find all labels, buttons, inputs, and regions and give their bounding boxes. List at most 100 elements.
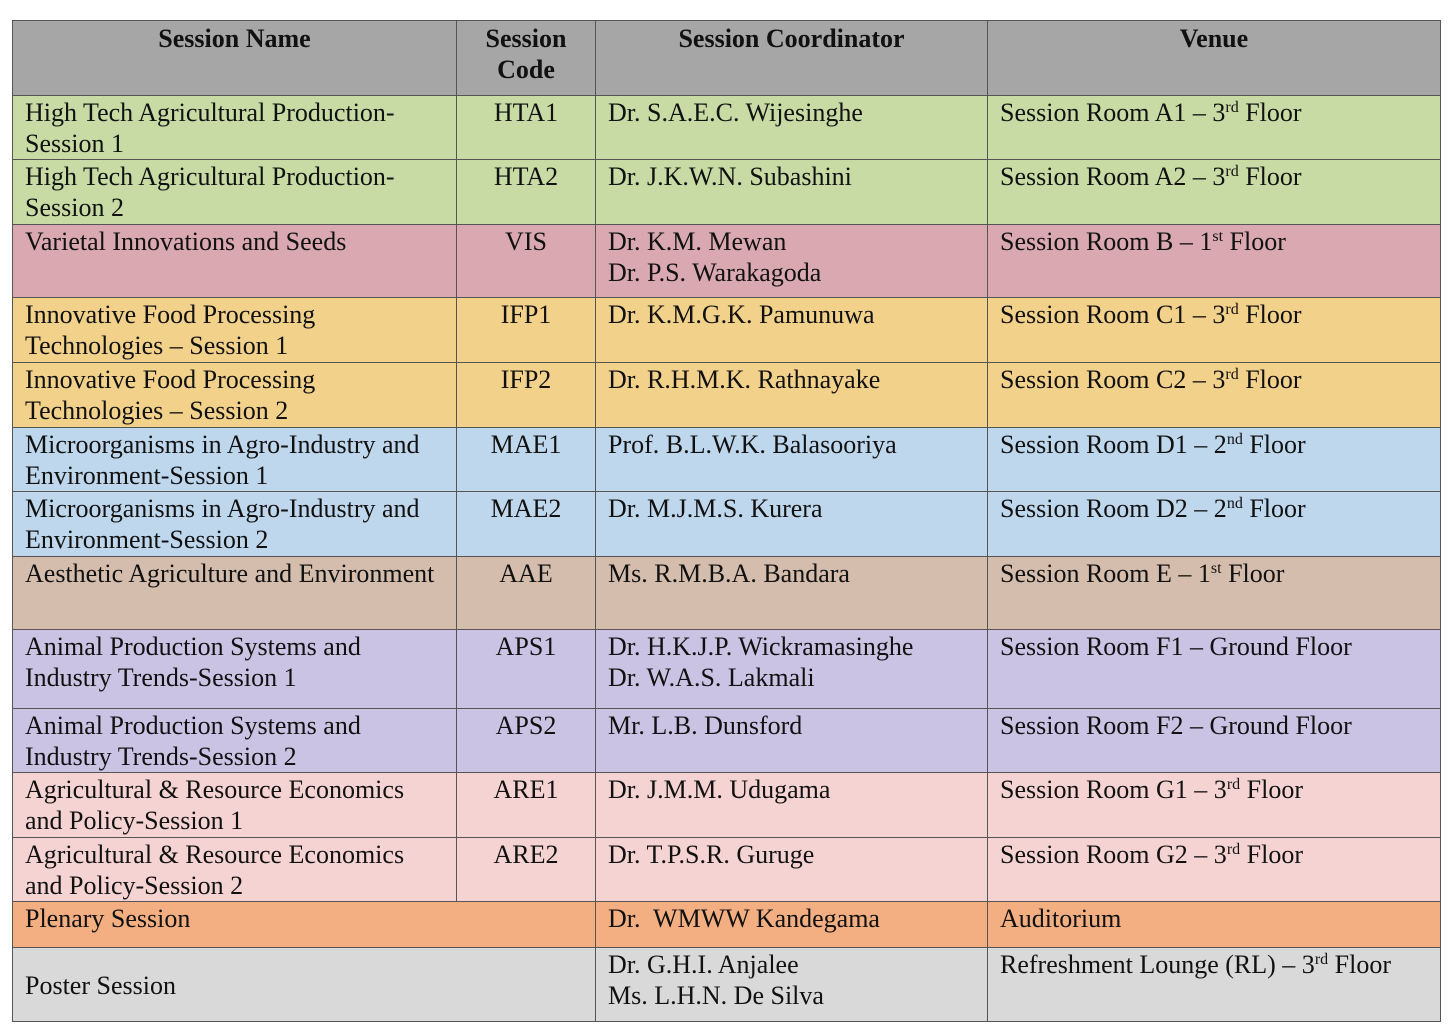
session-code: IFP2 (456, 362, 596, 428)
session-name: Agricultural & Resource Economics and Po… (12, 837, 457, 902)
column-header: Venue (987, 20, 1441, 96)
session-name: Agricultural & Resource Economics and Po… (12, 772, 457, 838)
coordinators: Dr. M.J.M.S. Kurera (595, 491, 988, 557)
coordinator: Ms. R.M.B.A. Bandara (608, 559, 850, 588)
venue: Session Room C2 – 3rd Floor (987, 362, 1441, 428)
session-name: High Tech Agricultural Production-Sessio… (12, 95, 457, 160)
venue: Session Room B – 1st Floor (987, 224, 1441, 298)
venue-text: Session Room B – 1 (1000, 227, 1213, 256)
venue-text: Session Room E – 1 (1000, 559, 1211, 588)
venue: Refreshment Lounge (RL) – 3rd Floor (987, 947, 1441, 1022)
session-code: APS1 (456, 629, 596, 709)
venue-text: Floor (1328, 950, 1391, 979)
venue-text: Floor (1223, 227, 1286, 256)
coordinator: Dr. P.S. Warakagoda (608, 258, 822, 287)
coordinator: Mr. L.B. Dunsford (608, 711, 803, 740)
table-row: High Tech Agricultural Production-Sessio… (12, 159, 1441, 225)
session-code: ARE1 (456, 772, 596, 838)
venue-ordinal: rd (1225, 366, 1239, 383)
coordinator: Dr. S.A.E.C. Wijesinghe (608, 98, 863, 127)
coordinator: Dr. J.K.W.N. Subashini (608, 162, 852, 191)
venue-ordinal: st (1210, 560, 1222, 577)
session-code: VIS (456, 224, 596, 298)
coordinators: Dr. H.K.J.P. Wickramasinghe Dr. W.A.S. La… (595, 629, 988, 709)
venue-ordinal: rd (1226, 841, 1241, 858)
coordinators: Dr. G.H.I. Anjalee Ms. L.H.N. De Silva (595, 947, 988, 1022)
session-code: APS2 (456, 708, 596, 773)
venue-text: Floor (1238, 365, 1302, 394)
coordinator: Dr. WMWW Kandegama (608, 904, 880, 933)
coordinator: Prof. B.L.W.K. Balasooriya (608, 430, 897, 459)
table-row: Agricultural & Resource Economics and Po… (12, 837, 1441, 902)
venue: Session Room F1 – Ground Floor (987, 629, 1441, 709)
venue-text: Refreshment Lounge (RL) – 3 (1000, 950, 1315, 979)
venue-text: Floor (1240, 840, 1303, 869)
coordinator: Dr. K.M. Mewan (608, 227, 787, 256)
venue-text: Floor (1238, 98, 1302, 127)
coordinator: Dr. M.J.M.S. Kurera (608, 494, 823, 523)
session-name: High Tech Agricultural Production-Sessio… (12, 159, 457, 225)
coordinator: Dr. T.P.S.R. Guruge (608, 840, 815, 869)
coordinators: Mr. L.B. Dunsford (595, 708, 988, 773)
coordinators: Dr. K.M.G.K. Pamunuwa (595, 297, 988, 363)
coordinator: Ms. L.H.N. De Silva (608, 981, 824, 1010)
coordinators: Dr. R.H.M.K. Rathnayake (595, 362, 988, 428)
venue: Session Room F2 – Ground Floor (987, 708, 1441, 773)
table-row: Innovative Food Processing Technologies … (12, 362, 1441, 428)
venue-text: Session Room D2 – 2 (1000, 494, 1227, 523)
venue-ordinal: nd (1226, 495, 1243, 512)
coordinators: Dr. J.K.W.N. Subashini (595, 159, 988, 225)
venue-text: Floor (1242, 430, 1306, 459)
session-code: IFP1 (456, 297, 596, 363)
table-row: Varietal Innovations and Seeds VIS Dr. K.M… (12, 224, 1441, 298)
venue: Session Room G1 – 3rd Floor (987, 772, 1441, 838)
venue-ordinal: rd (1226, 776, 1241, 793)
venue-ordinal: rd (1225, 301, 1239, 318)
venue-text: Session Room C2 – 3 (1000, 365, 1226, 394)
venue-text: Session Room G2 – 3 (1000, 840, 1227, 869)
venue-text: Floor (1242, 494, 1306, 523)
venue-text: Session Room A2 – 3 (1000, 162, 1226, 191)
venue: Session Room G2 – 3rd Floor (987, 837, 1441, 902)
column-header: Session Coordinator (595, 20, 988, 96)
table-row: High Tech Agricultural Production-Sessio… (12, 95, 1441, 160)
venue-ordinal: rd (1225, 163, 1239, 180)
coordinators: Ms. R.M.B.A. Bandara (595, 556, 988, 630)
table-row: Animal Production Systems and Industry T… (12, 629, 1441, 709)
venue-text: Floor (1238, 162, 1302, 191)
venue: Session Room A2 – 3rd Floor (987, 159, 1441, 225)
table-row: Agricultural & Resource Economics and Po… (12, 772, 1441, 838)
session-name: Varietal Innovations and Seeds (12, 224, 457, 298)
venue-text: Session Room D1 – 2 (1000, 430, 1227, 459)
table-row: Innovative Food Processing Technologies … (12, 297, 1441, 363)
table-row: Poster Session Dr. G.H.I. Anjalee Ms. L.H.… (12, 947, 1441, 1022)
venue-text: Floor (1240, 775, 1303, 804)
session-name: Animal Production Systems and Industry T… (12, 708, 457, 773)
session-code: HTA1 (456, 95, 596, 160)
venue-ordinal: rd (1314, 951, 1329, 968)
venue-ordinal: nd (1226, 431, 1243, 448)
coordinators: Dr. S.A.E.C. Wijesinghe (595, 95, 988, 160)
venue-text: Session Room A1 – 3 (1000, 98, 1226, 127)
table-row: Aesthetic Agriculture and Environment AAE… (12, 556, 1441, 630)
table-row: Microorganisms in Agro-Industry and Envi… (12, 491, 1441, 557)
coordinator: Dr. H.K.J.P. Wickramasinghe (608, 632, 914, 661)
session-name: Animal Production Systems and Industry T… (12, 629, 457, 709)
column-header: Session Code (456, 20, 596, 96)
session-name: Aesthetic Agriculture and Environment (12, 556, 457, 630)
session-name: Microorganisms in Agro-Industry and Envi… (12, 491, 457, 557)
venue-text: Floor (1221, 559, 1285, 588)
session-code: HTA2 (456, 159, 596, 225)
session-code: MAE2 (456, 491, 596, 557)
venue-ordinal: rd (1225, 99, 1239, 116)
venue-text: Session Room C1 – 3 (1000, 300, 1226, 329)
coordinators: Dr. K.M. Mewan Dr. P.S. Warakagoda (595, 224, 988, 298)
venue-text: Session Room G1 – 3 (1000, 775, 1227, 804)
session-name: Innovative Food Processing Technologies … (12, 362, 457, 428)
venue: Session Room D2 – 2nd Floor (987, 491, 1441, 557)
coordinator: Dr. K.M.G.K. Pamunuwa (608, 300, 875, 329)
header-row: Session Name Session Code Session Coordina… (12, 20, 1441, 96)
coordinator: Dr. R.H.M.K. Rathnayake (608, 365, 881, 394)
coordinator: Dr. J.M.M. Udugama (608, 775, 831, 804)
